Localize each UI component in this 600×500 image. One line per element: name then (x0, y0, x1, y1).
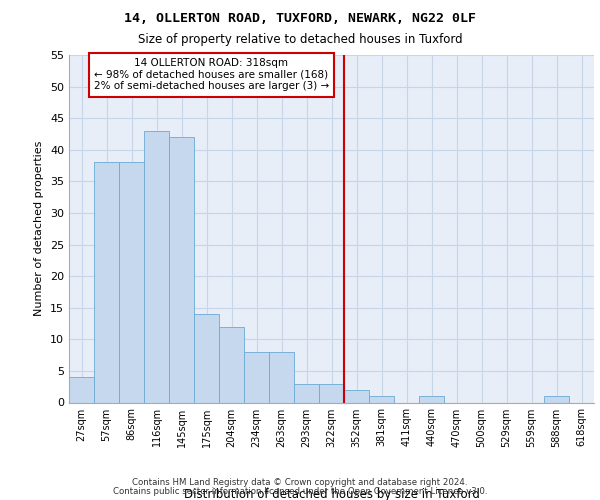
Text: 14 OLLERTON ROAD: 318sqm
← 98% of detached houses are smaller (168)
2% of semi-d: 14 OLLERTON ROAD: 318sqm ← 98% of detach… (94, 58, 329, 92)
Bar (194, 314, 218, 402)
Y-axis label: Number of detached properties: Number of detached properties (34, 141, 44, 316)
Bar (244, 352, 269, 403)
Bar (94, 162, 119, 402)
Bar (269, 352, 293, 403)
Bar (70, 377, 94, 402)
Text: 14, OLLERTON ROAD, TUXFORD, NEWARK, NG22 0LF: 14, OLLERTON ROAD, TUXFORD, NEWARK, NG22… (124, 12, 476, 26)
Bar (419, 396, 443, 402)
Text: Size of property relative to detached houses in Tuxford: Size of property relative to detached ho… (137, 32, 463, 46)
Bar (295, 384, 319, 402)
Bar (319, 384, 344, 402)
X-axis label: Distribution of detached houses by size in Tuxford: Distribution of detached houses by size … (184, 488, 479, 500)
Text: Contains public sector information licensed under the Open Government Licence v3: Contains public sector information licen… (113, 487, 487, 496)
Bar (344, 390, 368, 402)
Bar (544, 396, 569, 402)
Bar (169, 137, 194, 402)
Text: Contains HM Land Registry data © Crown copyright and database right 2024.: Contains HM Land Registry data © Crown c… (132, 478, 468, 487)
Bar (220, 326, 244, 402)
Bar (370, 396, 394, 402)
Bar (119, 162, 143, 402)
Bar (145, 131, 169, 402)
